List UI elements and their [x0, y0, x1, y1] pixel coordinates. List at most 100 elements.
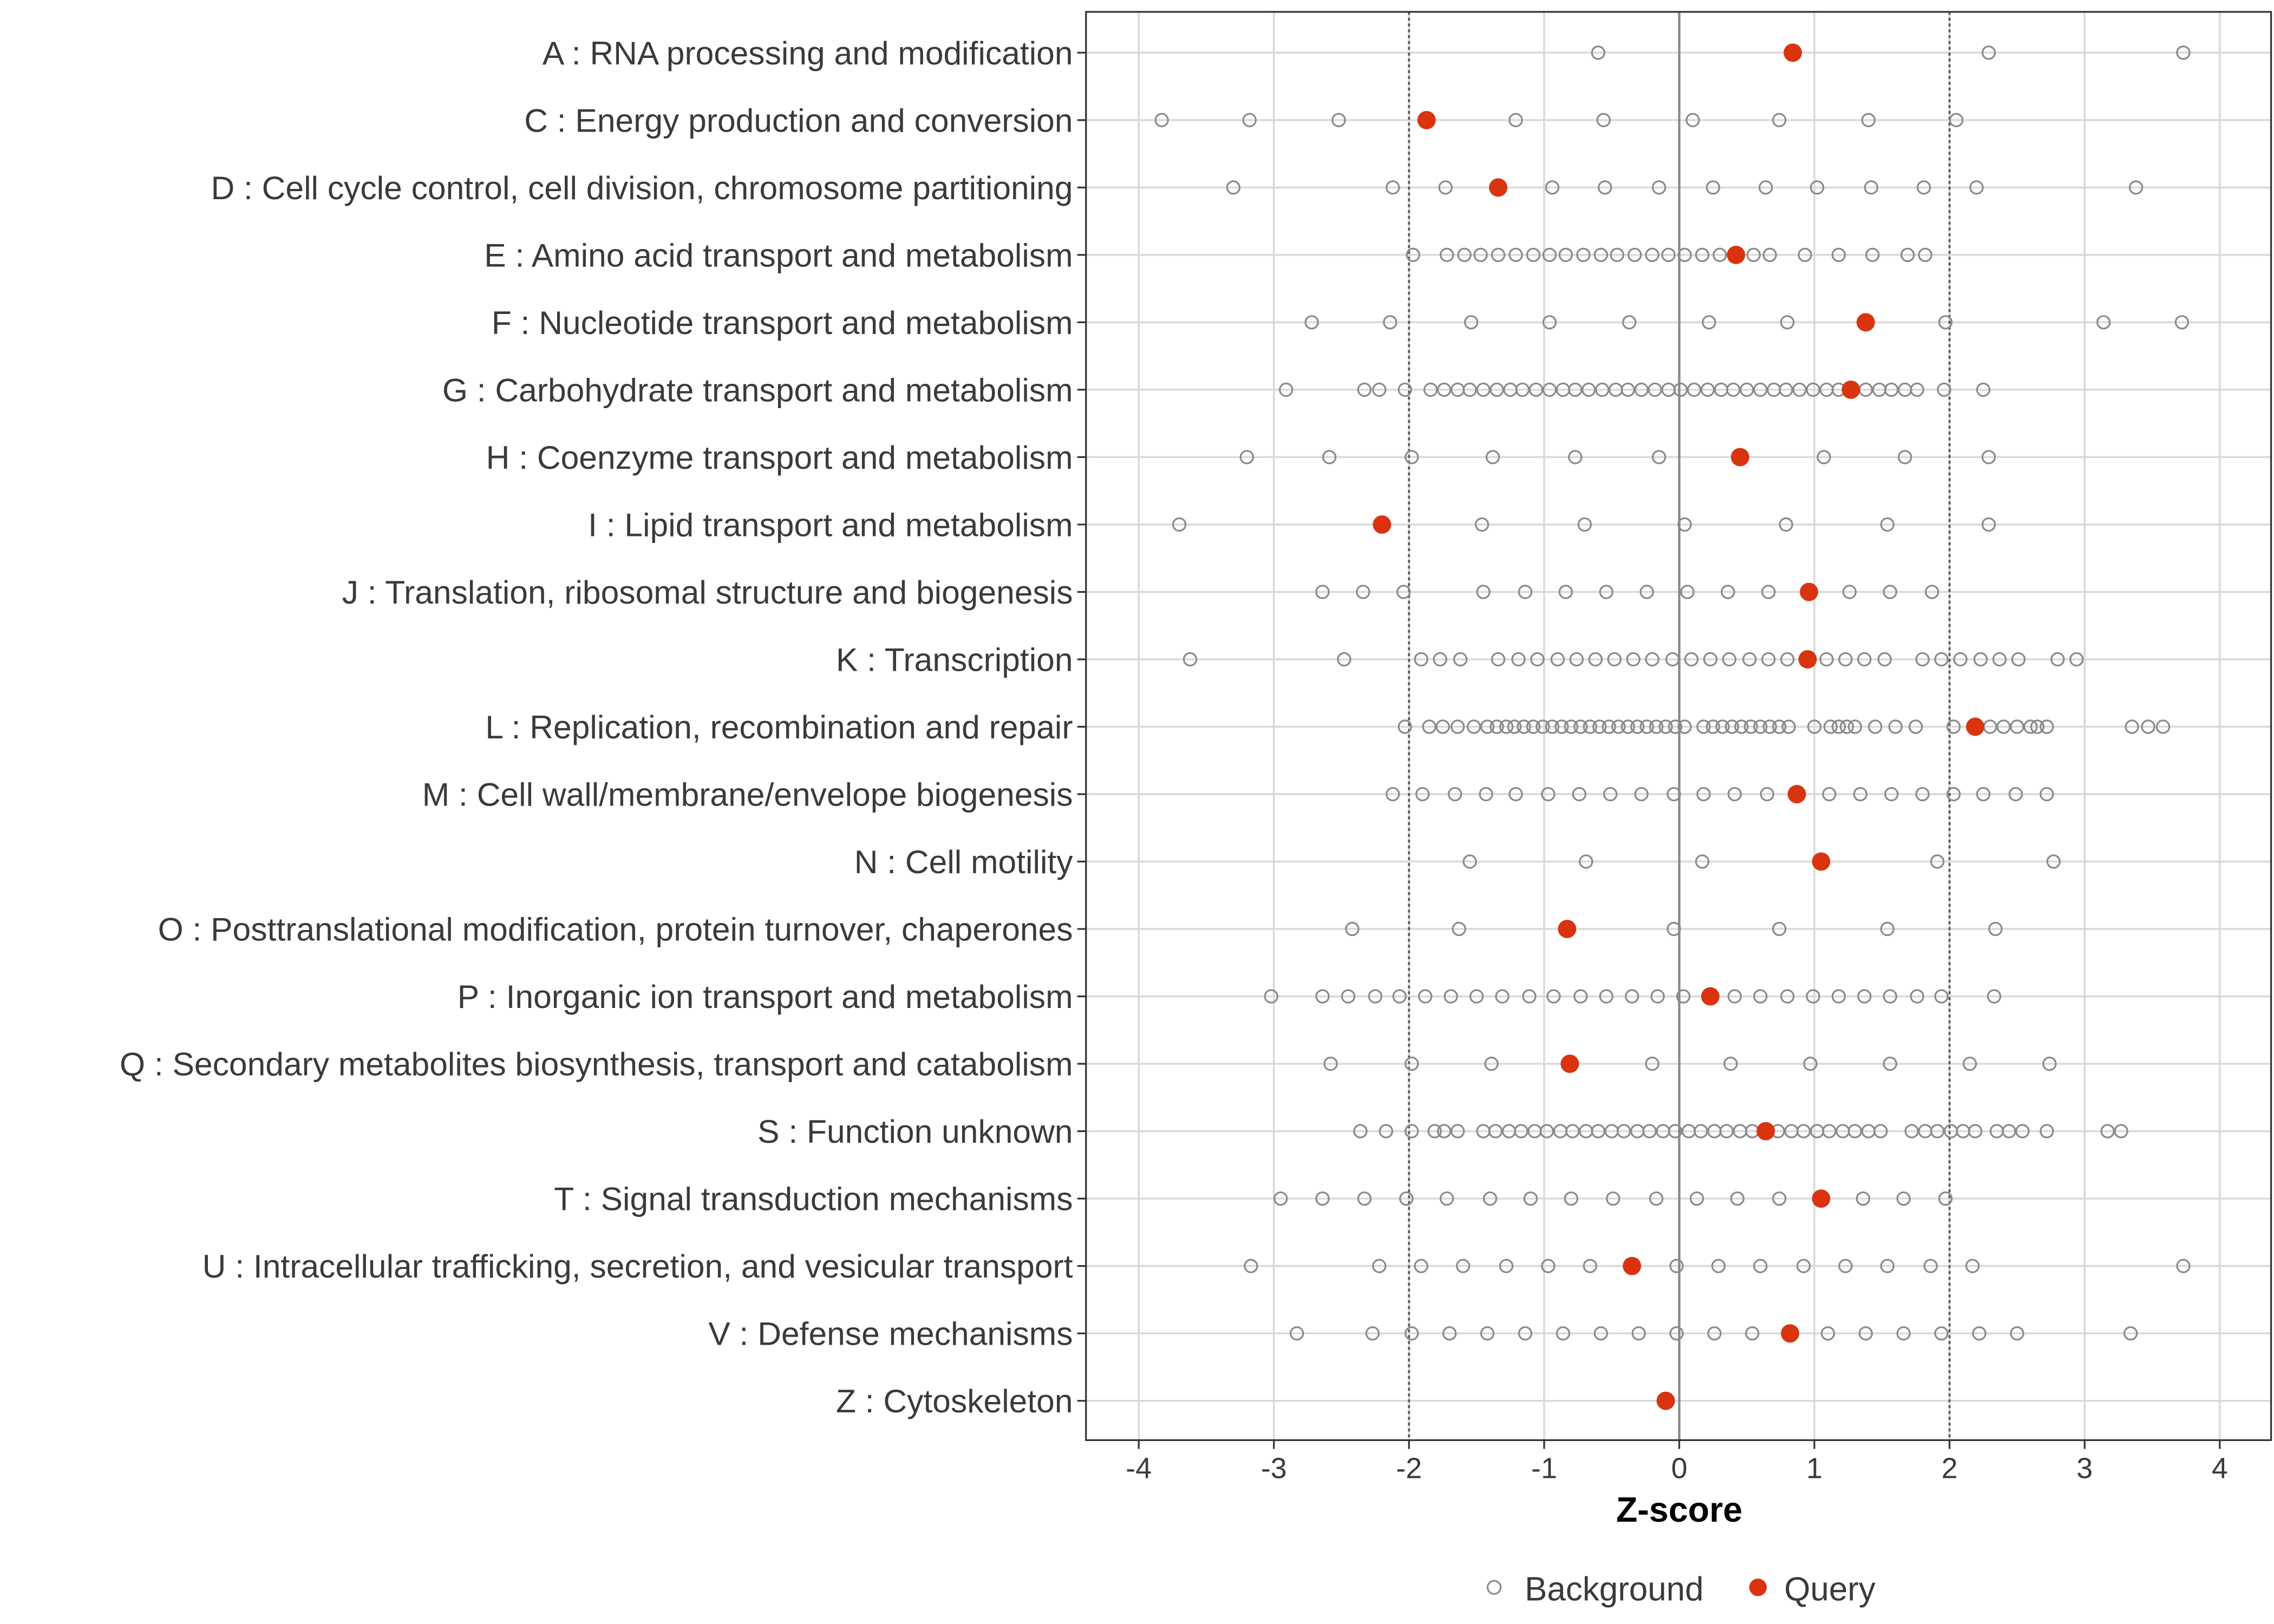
background-point — [1357, 1191, 1372, 1206]
background-point — [1588, 652, 1603, 667]
background-point — [1550, 652, 1565, 667]
background-point — [1242, 113, 1257, 128]
background-point — [1831, 989, 1846, 1004]
background-point — [1182, 652, 1198, 667]
background-point — [1772, 719, 1787, 734]
background-point — [1724, 719, 1740, 734]
query-point — [1701, 987, 1720, 1006]
background-point — [1803, 1056, 1818, 1071]
background-point — [1861, 113, 1876, 128]
background-point — [1727, 989, 1742, 1004]
background-point — [1723, 1056, 1738, 1071]
background-point — [2008, 787, 2023, 802]
background-point — [1762, 247, 1777, 263]
background-point — [2123, 1326, 2138, 1341]
background-point — [2174, 315, 2190, 330]
background-point — [2114, 1124, 2128, 1138]
query-point — [1417, 110, 1436, 129]
query-point — [1783, 43, 1802, 62]
background-point — [1485, 450, 1500, 464]
background-point — [1479, 787, 1493, 802]
background-point — [1610, 247, 1624, 263]
background-point — [1279, 382, 1293, 397]
background-point — [1602, 719, 1616, 734]
background-point — [1545, 719, 1560, 734]
background-point — [1337, 652, 1351, 667]
background-point — [1798, 247, 1812, 263]
background-point — [1591, 1124, 1605, 1138]
plot-panel-border — [1085, 11, 2272, 1441]
background-point — [1696, 787, 1711, 802]
category-label: D : Cell cycle control, cell division, c… — [211, 169, 1073, 206]
background-point — [1443, 989, 1458, 1004]
background-point — [1822, 1124, 1837, 1138]
background-point — [1392, 989, 1407, 1004]
background-point — [1315, 585, 1330, 599]
background-point — [1595, 382, 1610, 397]
background-point — [1564, 1191, 1579, 1206]
background-point — [1753, 1259, 1768, 1273]
background-point — [1930, 854, 1945, 869]
background-point — [1357, 382, 1372, 397]
background-point — [2046, 854, 2061, 869]
background-point — [2023, 719, 2038, 734]
background-point — [1304, 315, 1319, 330]
background-point — [1322, 450, 1337, 464]
background-point — [1556, 1326, 1571, 1341]
background-point — [1499, 719, 1514, 734]
background-point — [1423, 382, 1438, 397]
background-point — [1345, 921, 1360, 937]
background-point — [1331, 113, 1346, 128]
background-point — [1515, 382, 1530, 397]
background-point — [1264, 989, 1279, 1004]
background-point — [2040, 719, 2054, 734]
background-point — [1582, 382, 1596, 397]
background-point — [1606, 1191, 1620, 1206]
background-point — [1918, 247, 1932, 263]
background-point — [1535, 719, 1550, 734]
x-axis-title: Z-score — [1616, 1490, 1742, 1529]
background-point — [2141, 719, 2155, 734]
background-point — [2015, 1124, 2030, 1138]
background-point — [1154, 113, 1169, 128]
background-point — [1823, 719, 1838, 734]
background-point — [1450, 1124, 1465, 1138]
background-point — [1273, 1191, 1288, 1206]
background-point — [1397, 382, 1413, 397]
background-point — [1965, 1259, 1980, 1273]
background-point — [1925, 585, 1939, 599]
background-point — [1669, 1326, 1684, 1341]
background-point — [1684, 652, 1699, 667]
background-point — [1315, 1191, 1330, 1206]
query-point — [1800, 582, 1819, 601]
background-point — [1753, 989, 1768, 1004]
background-point — [1745, 1326, 1760, 1341]
background-point — [1772, 921, 1787, 937]
query-point — [1781, 1324, 1800, 1343]
background-point — [1667, 787, 1681, 802]
background-point — [1541, 1259, 1556, 1273]
background-point — [1489, 719, 1504, 734]
background-point — [1495, 989, 1510, 1004]
background-point — [1591, 45, 1605, 60]
background-point — [1900, 247, 1915, 263]
background-point — [1847, 719, 1863, 734]
background-point — [1668, 719, 1683, 734]
background-point — [1404, 450, 1419, 464]
background-point — [1593, 247, 1608, 263]
background-point — [1499, 1259, 1514, 1273]
background-point — [1508, 247, 1523, 263]
background-point — [1482, 1191, 1498, 1206]
background-point — [1665, 652, 1680, 667]
category-label: U : Intracellular trafficking, secretion… — [202, 1248, 1073, 1285]
background-point — [1864, 180, 1879, 195]
background-point — [1706, 180, 1721, 195]
category-label: J : Translation, ribosomal structure and… — [342, 574, 1073, 611]
background-point — [1934, 989, 1949, 1004]
background-point — [1341, 989, 1356, 1004]
background-point — [1996, 719, 2011, 734]
background-point — [1687, 382, 1702, 397]
query-point — [1623, 1256, 1642, 1275]
background-point — [1226, 180, 1241, 195]
background-point — [1969, 180, 1984, 195]
